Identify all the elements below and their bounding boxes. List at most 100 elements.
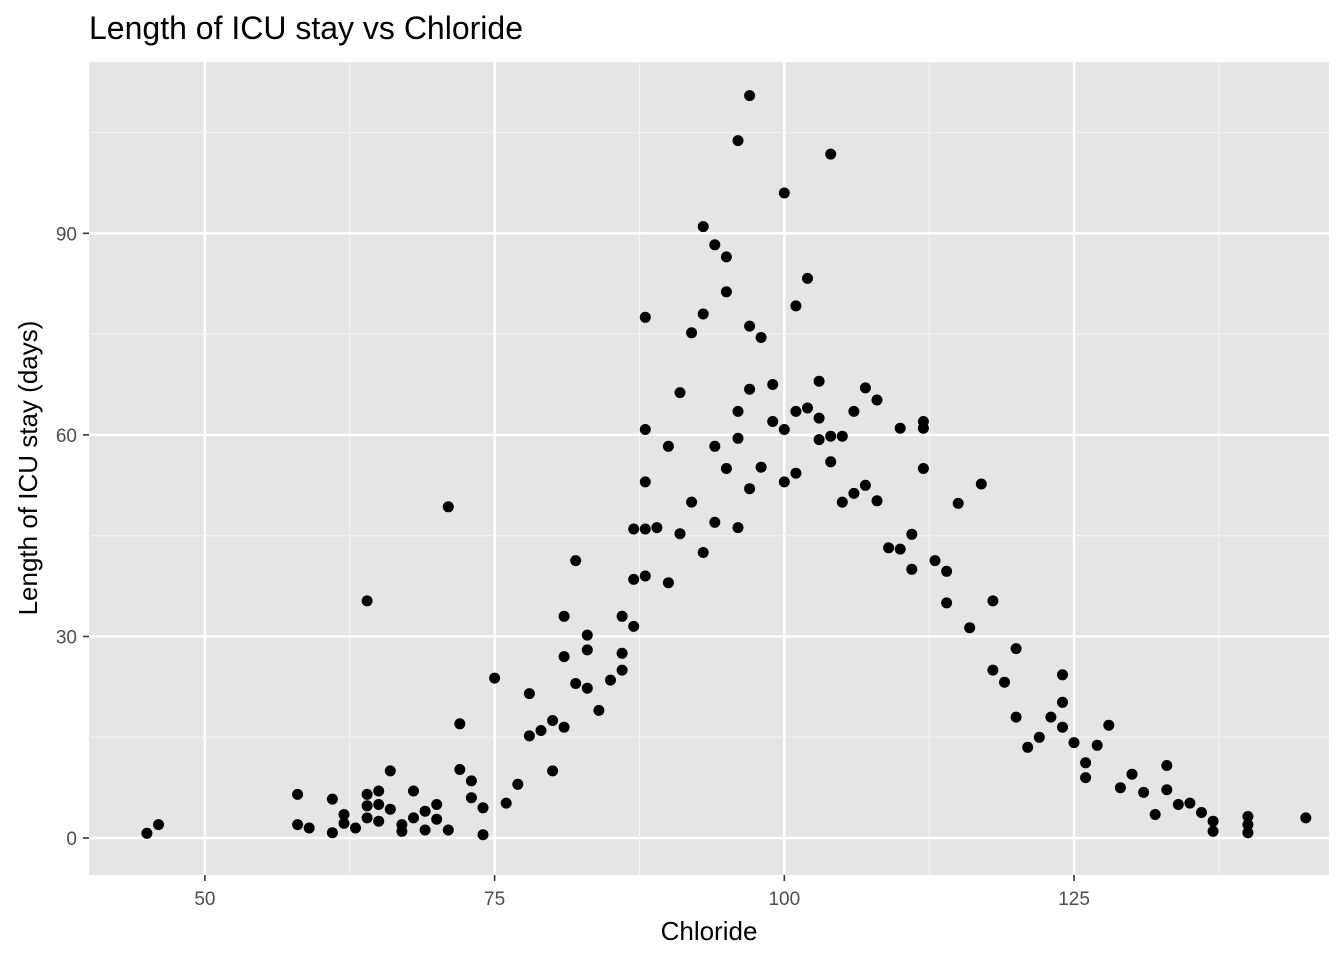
- data-point: [454, 718, 466, 730]
- data-point: [1207, 825, 1219, 837]
- data-point: [720, 251, 732, 263]
- data-point: [941, 565, 953, 577]
- data-point: [373, 799, 385, 810]
- data-point: [373, 785, 385, 797]
- data-point: [361, 800, 373, 812]
- data-point: [744, 483, 756, 495]
- data-point: [1103, 719, 1115, 731]
- data-point: [1242, 819, 1254, 831]
- data-point: [1300, 812, 1312, 824]
- data-point: [454, 764, 466, 775]
- data-point: [720, 286, 732, 298]
- data-point: [744, 320, 756, 332]
- data-point: [1057, 721, 1068, 733]
- data-point: [848, 487, 860, 499]
- x-tick-label: 75: [484, 889, 505, 910]
- data-point: [1196, 807, 1207, 818]
- data-point: [732, 522, 744, 534]
- data-point: [674, 528, 686, 540]
- data-point: [581, 644, 593, 656]
- y-axis-title: Length of ICU stay (days): [13, 321, 43, 616]
- data-point: [628, 523, 640, 535]
- data-point: [373, 815, 385, 827]
- data-point: [431, 813, 443, 825]
- data-point: [1068, 737, 1080, 749]
- x-tick-label: 125: [1058, 889, 1090, 910]
- data-point: [361, 595, 373, 607]
- data-point: [419, 805, 431, 817]
- data-point: [465, 775, 477, 787]
- data-point: [848, 405, 860, 417]
- data-point: [558, 651, 570, 663]
- data-point: [535, 725, 547, 736]
- data-point: [1045, 711, 1057, 723]
- data-point: [987, 664, 999, 676]
- data-point: [523, 688, 535, 700]
- data-point: [512, 778, 524, 790]
- y-tick-label: 90: [56, 224, 77, 245]
- data-point: [547, 715, 559, 726]
- data-point: [674, 387, 686, 399]
- data-point: [1184, 797, 1196, 809]
- data-point: [813, 434, 825, 446]
- data-point: [906, 528, 918, 540]
- data-point: [767, 379, 779, 390]
- minor-gridlines: [89, 62, 1329, 875]
- data-point: [836, 496, 848, 508]
- data-point: [941, 597, 953, 609]
- data-point: [384, 803, 396, 815]
- data-point: [778, 424, 790, 435]
- data-point: [651, 522, 663, 534]
- data-point: [558, 610, 570, 622]
- data-point: [639, 424, 651, 435]
- data-point: [384, 765, 396, 777]
- data-point: [790, 300, 802, 312]
- data-point: [778, 187, 790, 199]
- data-point: [917, 463, 929, 474]
- data-point: [813, 375, 825, 387]
- data-point: [465, 792, 477, 804]
- data-point: [547, 765, 559, 777]
- x-tick-label: 100: [768, 889, 800, 910]
- data-point: [1080, 772, 1092, 784]
- data-point: [1126, 768, 1138, 780]
- data-point: [790, 467, 802, 479]
- data-point: [732, 135, 744, 147]
- data-point: [952, 497, 964, 509]
- data-point: [1207, 815, 1219, 827]
- data-point: [489, 672, 501, 684]
- data-point: [871, 495, 883, 507]
- data-point: [1161, 760, 1173, 771]
- data-point: [408, 812, 419, 824]
- data-point: [975, 478, 987, 490]
- data-point: [1010, 711, 1022, 723]
- data-point: [720, 463, 732, 474]
- data-point: [929, 555, 941, 567]
- chart-title: Length of ICU stay vs Chloride: [89, 10, 523, 46]
- data-point: [616, 610, 628, 622]
- data-point: [906, 563, 918, 575]
- data-point: [570, 555, 582, 567]
- data-point: [697, 221, 709, 233]
- data-point: [917, 422, 929, 434]
- plot-panel: [89, 62, 1329, 875]
- data-point: [558, 721, 570, 733]
- data-point: [581, 629, 593, 641]
- data-point: [825, 430, 837, 442]
- data-point: [1149, 809, 1161, 820]
- data-point: [292, 819, 304, 831]
- data-point: [802, 402, 813, 414]
- data-point: [1242, 827, 1254, 839]
- data-point: [1022, 741, 1034, 753]
- data-point: [639, 476, 651, 488]
- data-point: [686, 496, 698, 508]
- data-point: [338, 809, 350, 820]
- data-point: [662, 440, 674, 452]
- data-point: [894, 543, 906, 555]
- x-tick-label: 50: [194, 889, 215, 910]
- data-point: [1091, 739, 1103, 751]
- data-point: [1242, 811, 1254, 822]
- data-point: [442, 501, 454, 513]
- data-point: [1010, 643, 1022, 655]
